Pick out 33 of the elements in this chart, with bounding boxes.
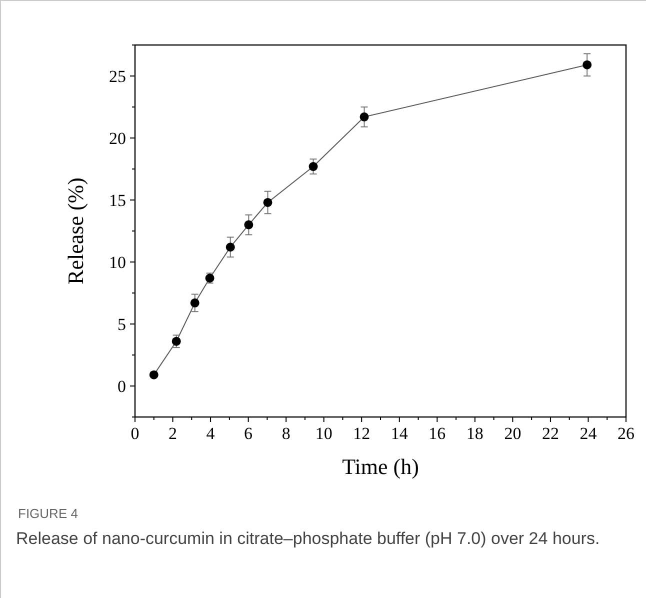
x-tick-label: 10 — [315, 424, 332, 443]
y-tick-label: 0 — [118, 377, 126, 396]
y-tick-label: 10 — [109, 253, 126, 272]
y-tick-label: 20 — [109, 129, 126, 148]
y-tick-label: 5 — [118, 315, 126, 334]
x-tick-label: 24 — [580, 424, 598, 443]
point — [244, 220, 254, 230]
x-tick-label: 8 — [282, 424, 290, 443]
text: Release of nano-curcumin in citrate–phosphate buffer (pH 7.0) over 24 hours. — [16, 528, 601, 550]
point — [360, 112, 369, 122]
point — [226, 242, 235, 252]
point — [582, 60, 592, 70]
x-tick-label: 16 — [428, 424, 446, 443]
x-tick-label: 6 — [244, 424, 253, 443]
point — [149, 370, 158, 380]
x-axis-title: Time (h) — [342, 454, 419, 479]
x-tick-label: 4 — [206, 424, 216, 443]
y-tick-label: 15 — [109, 191, 126, 210]
x-tick-label: 2 — [168, 424, 178, 443]
point — [308, 162, 318, 172]
y-tick-label: 25 — [109, 67, 126, 86]
caption: FIGURE 4 — [18, 506, 78, 521]
x-tick-label: 14 — [390, 424, 408, 443]
point — [172, 336, 181, 346]
x-tick-label: 20 — [504, 424, 522, 443]
x-tick-label: 18 — [466, 424, 484, 443]
point — [190, 298, 200, 308]
x-tick-label: 0 — [130, 424, 140, 443]
y-axis-title: Release (%) — [63, 178, 88, 284]
x-tick-label: 22 — [542, 424, 559, 443]
x-tick-label: 26 — [618, 424, 634, 443]
point — [263, 198, 272, 207]
x-tick-label: 12 — [353, 424, 370, 443]
